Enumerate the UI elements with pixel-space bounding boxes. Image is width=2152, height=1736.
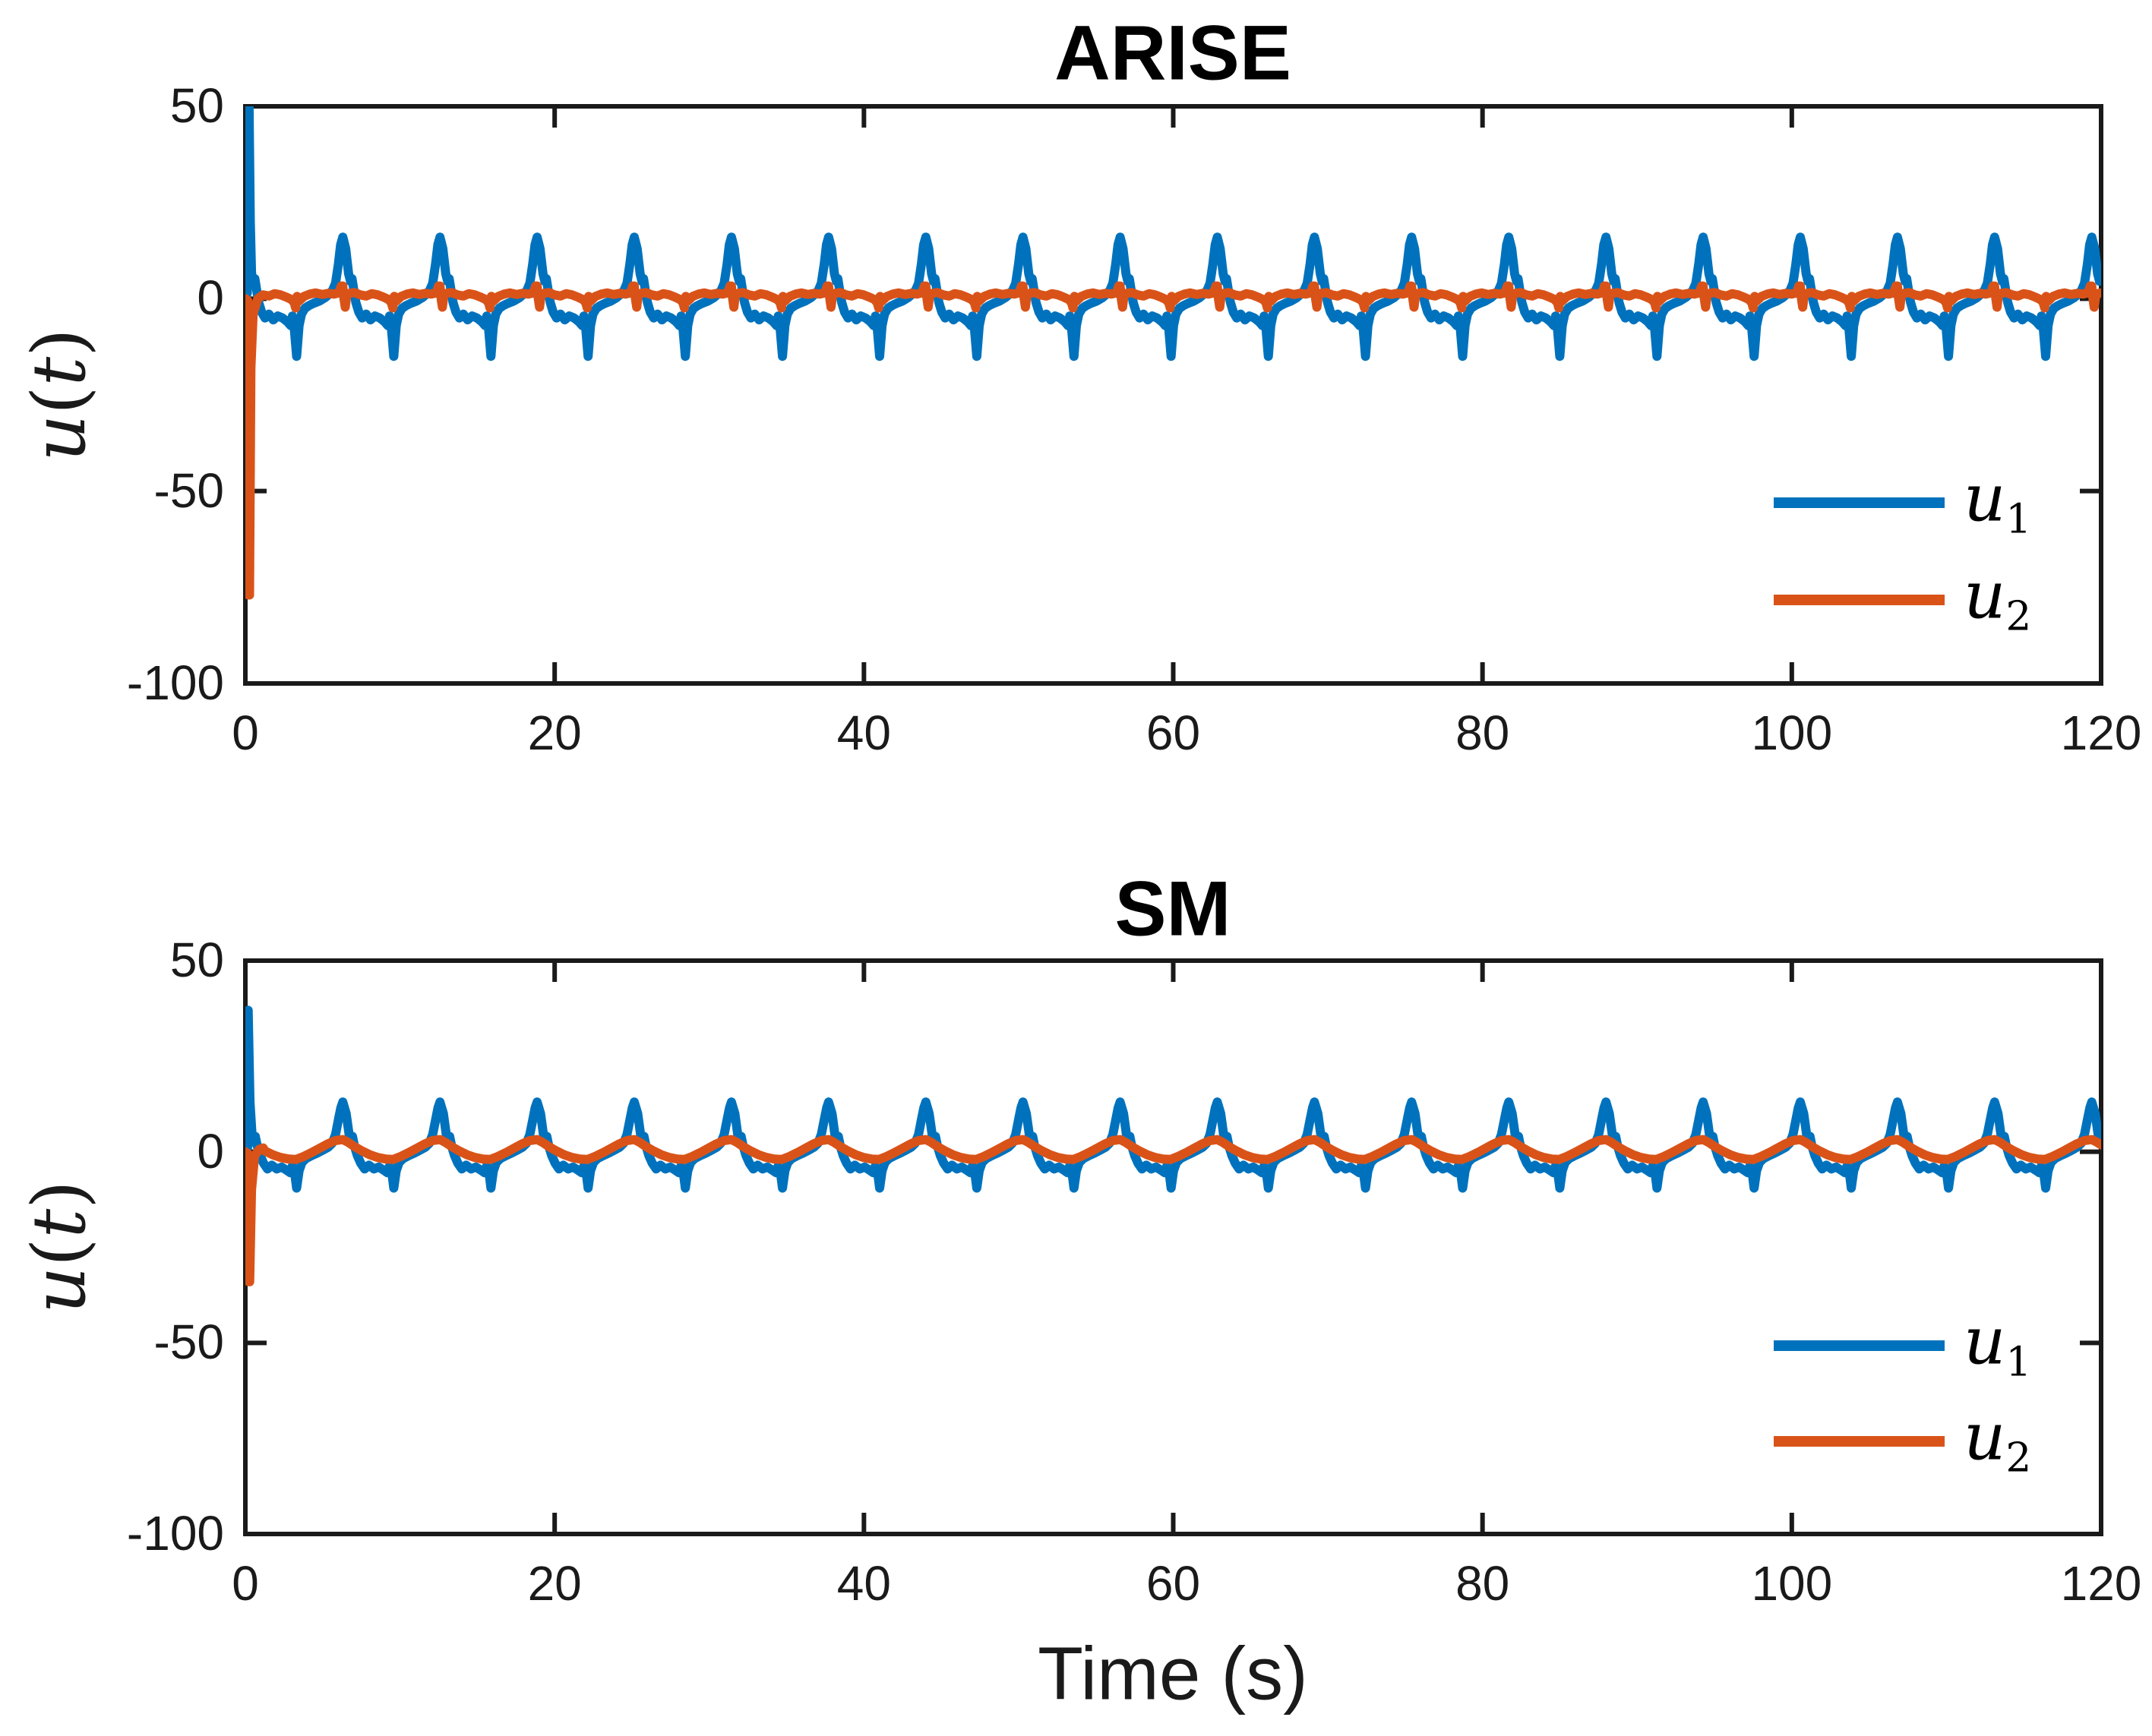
x-tick-label: 20 [527, 1556, 582, 1611]
x-tick-label: 60 [1146, 1556, 1201, 1611]
y-tick-label: -50 [153, 1315, 225, 1370]
legend-label-u2: u2 [1964, 1399, 2032, 1482]
subplot2-y-axis-label: u(t) [17, 1180, 102, 1314]
axes-box [243, 958, 2103, 1536]
x-tick-label: 40 [836, 705, 891, 760]
y-tick-label: 50 [169, 933, 224, 987]
x-tick-label: 120 [2060, 705, 2142, 760]
x-tick-label: 60 [1146, 705, 1201, 760]
y-tick-label: -100 [126, 1506, 224, 1561]
subplot1-title: ARISE [1054, 9, 1291, 96]
x-tick-label: 80 [1455, 1556, 1510, 1611]
subplot1-y-axis-label: u(t) [17, 328, 102, 462]
x-tick-label: 120 [2060, 1556, 2142, 1611]
x-axis-label: Time (s) [1038, 1631, 1308, 1715]
series-line-u2 [245, 1135, 2101, 1286]
y-tick-label: 0 [197, 1123, 224, 1179]
series-line-u1 [245, 106, 2101, 361]
x-tick-label: 100 [1751, 705, 1833, 760]
y-tick-label: -50 [153, 462, 225, 518]
legend-label-u1: u1 [1964, 1303, 2032, 1386]
x-tick-label: 0 [232, 705, 259, 760]
y-tick-label: -100 [126, 655, 224, 710]
x-tick-label: 100 [1751, 1556, 1833, 1611]
series-line-u2 [245, 281, 2101, 600]
y-tick-label: 0 [197, 270, 224, 326]
subplot2-title: SM [1114, 865, 1231, 952]
x-tick-label: 20 [527, 705, 582, 760]
legend-label-u2: u2 [1964, 557, 2032, 640]
x-tick-label: 0 [232, 1556, 259, 1611]
x-tick-label: 80 [1455, 705, 1510, 760]
y-tick-label: 50 [169, 78, 224, 133]
legend-label-u1: u1 [1964, 460, 2032, 543]
x-tick-label: 40 [836, 1556, 891, 1611]
